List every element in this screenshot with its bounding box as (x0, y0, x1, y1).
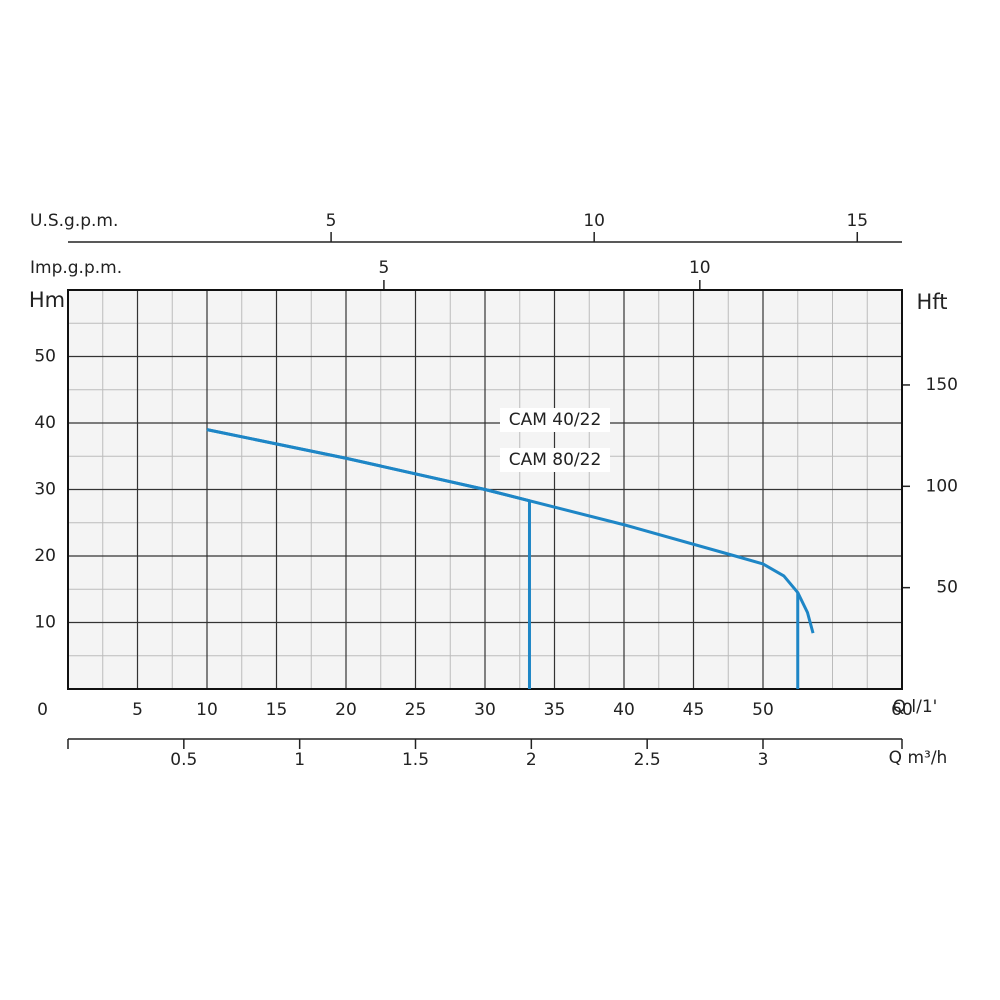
annotation: CAM 40/22 (509, 410, 602, 430)
usgpm-tick-label: 15 (846, 211, 868, 231)
y2-tick-label: 150 (926, 375, 958, 395)
y2-axis-label: Hft (916, 290, 947, 314)
m3h-tick-label: 0.5 (170, 750, 197, 770)
impgpm-tick-label: 5 (378, 258, 389, 278)
impgpm-tick-label: 10 (689, 258, 711, 278)
plot-frame (67, 289, 903, 690)
y-tick-label: 10 (34, 613, 56, 633)
x-tick-label: 50 (752, 700, 774, 720)
x-tick-label: 60 (891, 700, 913, 720)
annotation-background (500, 448, 610, 472)
x-axis-label: Q l/1' (893, 697, 938, 717)
x-tick-label: 25 (405, 700, 427, 720)
x-tick-label: 15 (266, 700, 288, 720)
y-tick-label: 40 (34, 413, 56, 433)
m3h-tick-label: 2.5 (634, 750, 661, 770)
x-tick-label: 45 (683, 700, 705, 720)
y2-tick-label: 50 (936, 578, 958, 598)
m3h-axis-label: Q m³/h (889, 748, 948, 768)
pump-curve (206, 428, 815, 634)
x-tick-label: 35 (544, 700, 566, 720)
usgpm-tick-label: 10 (583, 211, 605, 231)
x-tick-label: 30 (474, 700, 496, 720)
x-tick-label: 20 (335, 700, 357, 720)
annotation-background (500, 408, 610, 432)
y-tick-label: 30 (34, 480, 56, 500)
annotation: CAM 80/22 (509, 450, 602, 470)
y-axis-label: Hm (29, 288, 65, 312)
m3h-tick-label: 3 (758, 750, 769, 770)
x-tick-label: 40 (613, 700, 635, 720)
impgpm-axis-label: Imp.g.p.m. (30, 258, 122, 278)
m3h-tick-label: 2 (526, 750, 537, 770)
x-tick-label: 0 (37, 700, 48, 720)
y2-tick-label: 100 (926, 476, 958, 496)
m3h-tick-label: 1.5 (402, 750, 429, 770)
y-tick-label: 50 (34, 347, 56, 367)
y-tick-label: 20 (34, 546, 56, 566)
usgpm-axis-label: U.S.g.p.m. (30, 211, 118, 231)
x-tick-label: 5 (132, 700, 143, 720)
x-tick-label: 10 (196, 700, 218, 720)
m3h-tick-label: 1 (294, 750, 305, 770)
usgpm-tick-label: 5 (326, 211, 337, 231)
